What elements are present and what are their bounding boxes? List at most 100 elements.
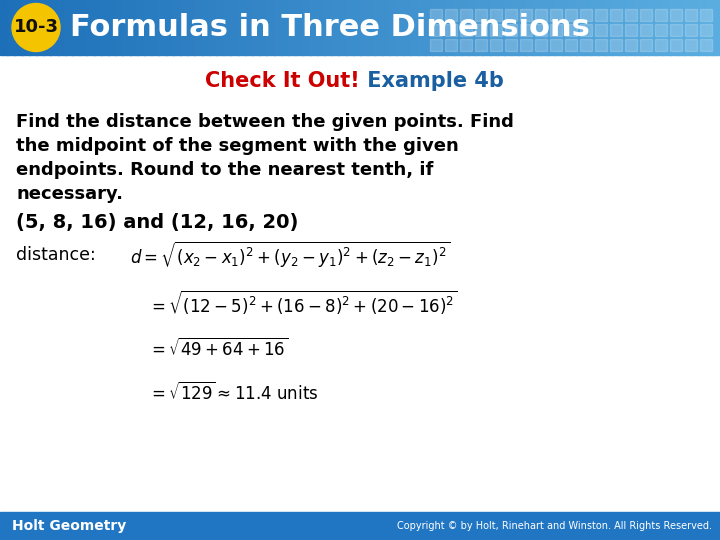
Circle shape xyxy=(12,3,60,51)
Bar xyxy=(403,0,411,55)
Bar xyxy=(595,24,607,36)
Bar xyxy=(144,0,152,55)
Text: Holt Geometry: Holt Geometry xyxy=(12,519,126,533)
Bar xyxy=(230,0,238,55)
Bar xyxy=(535,9,547,21)
Bar xyxy=(460,24,472,36)
Bar xyxy=(274,0,282,55)
Bar xyxy=(576,0,584,55)
Bar xyxy=(94,0,102,55)
Bar xyxy=(430,39,442,51)
Bar xyxy=(151,0,159,55)
Bar xyxy=(475,24,487,36)
Bar xyxy=(0,512,720,540)
Bar xyxy=(460,9,472,21)
Bar xyxy=(619,0,627,55)
Bar xyxy=(187,0,195,55)
Bar xyxy=(382,0,390,55)
Bar xyxy=(504,0,512,55)
Bar xyxy=(533,0,541,55)
Bar xyxy=(430,24,442,36)
Bar xyxy=(173,0,181,55)
Bar xyxy=(520,24,532,36)
Bar xyxy=(610,9,622,21)
Bar xyxy=(684,0,692,55)
Bar xyxy=(655,39,667,51)
Text: distance:: distance: xyxy=(16,246,96,264)
Text: 10-3: 10-3 xyxy=(14,18,58,37)
Bar xyxy=(612,0,620,55)
Bar xyxy=(505,39,517,51)
Bar xyxy=(490,0,498,55)
Bar xyxy=(698,0,706,55)
Bar xyxy=(648,0,656,55)
Bar xyxy=(700,9,712,21)
Bar xyxy=(475,39,487,51)
Bar xyxy=(7,0,15,55)
Bar xyxy=(439,0,447,55)
Bar xyxy=(281,0,289,55)
Bar xyxy=(430,9,442,21)
Bar xyxy=(691,0,699,55)
Bar xyxy=(520,39,532,51)
Bar xyxy=(58,0,66,55)
Bar xyxy=(86,0,94,55)
Bar xyxy=(223,0,231,55)
Bar xyxy=(685,9,697,21)
Bar xyxy=(302,0,310,55)
Bar xyxy=(655,24,667,36)
Bar xyxy=(216,0,224,55)
Bar xyxy=(374,0,382,55)
Bar xyxy=(446,0,454,55)
Bar xyxy=(565,39,577,51)
Bar xyxy=(685,24,697,36)
Bar xyxy=(670,39,682,51)
Bar xyxy=(505,9,517,21)
Bar xyxy=(360,0,368,55)
Bar xyxy=(50,0,58,55)
Bar xyxy=(535,24,547,36)
Bar xyxy=(65,0,73,55)
Bar xyxy=(540,0,548,55)
Bar xyxy=(562,0,570,55)
Bar xyxy=(36,0,44,55)
Bar xyxy=(670,0,678,55)
Text: Formulas in Three Dimensions: Formulas in Three Dimensions xyxy=(70,13,590,42)
Text: Example 4b: Example 4b xyxy=(360,71,504,91)
Bar xyxy=(295,0,303,55)
Bar xyxy=(583,0,591,55)
Text: $= \sqrt{49+64+16}$: $= \sqrt{49+64+16}$ xyxy=(148,338,289,360)
Bar xyxy=(598,0,606,55)
Bar xyxy=(640,24,652,36)
Bar xyxy=(29,0,37,55)
Bar xyxy=(580,39,592,51)
Bar xyxy=(288,0,296,55)
Bar xyxy=(520,9,532,21)
Bar xyxy=(445,39,457,51)
Bar xyxy=(580,24,592,36)
Bar xyxy=(490,9,502,21)
Bar xyxy=(490,39,502,51)
Text: Copyright © by Holt, Rinehart and Winston. All Rights Reserved.: Copyright © by Holt, Rinehart and Winsto… xyxy=(397,521,712,531)
Bar xyxy=(713,0,720,55)
Bar xyxy=(22,0,30,55)
Bar xyxy=(595,9,607,21)
Bar xyxy=(550,39,562,51)
Bar xyxy=(497,0,505,55)
Bar xyxy=(79,0,87,55)
Bar xyxy=(166,0,174,55)
Bar xyxy=(209,0,217,55)
Bar xyxy=(625,39,637,51)
Text: Find the distance between the given points. Find: Find the distance between the given poin… xyxy=(16,113,514,131)
Bar xyxy=(245,0,253,55)
Bar xyxy=(72,0,80,55)
Bar xyxy=(685,39,697,51)
Bar xyxy=(490,24,502,36)
Bar xyxy=(655,0,663,55)
Bar xyxy=(605,0,613,55)
Bar xyxy=(670,9,682,21)
Text: the midpoint of the segment with the given: the midpoint of the segment with the giv… xyxy=(16,137,459,155)
Bar xyxy=(346,0,354,55)
Bar xyxy=(511,0,519,55)
Bar xyxy=(677,0,685,55)
